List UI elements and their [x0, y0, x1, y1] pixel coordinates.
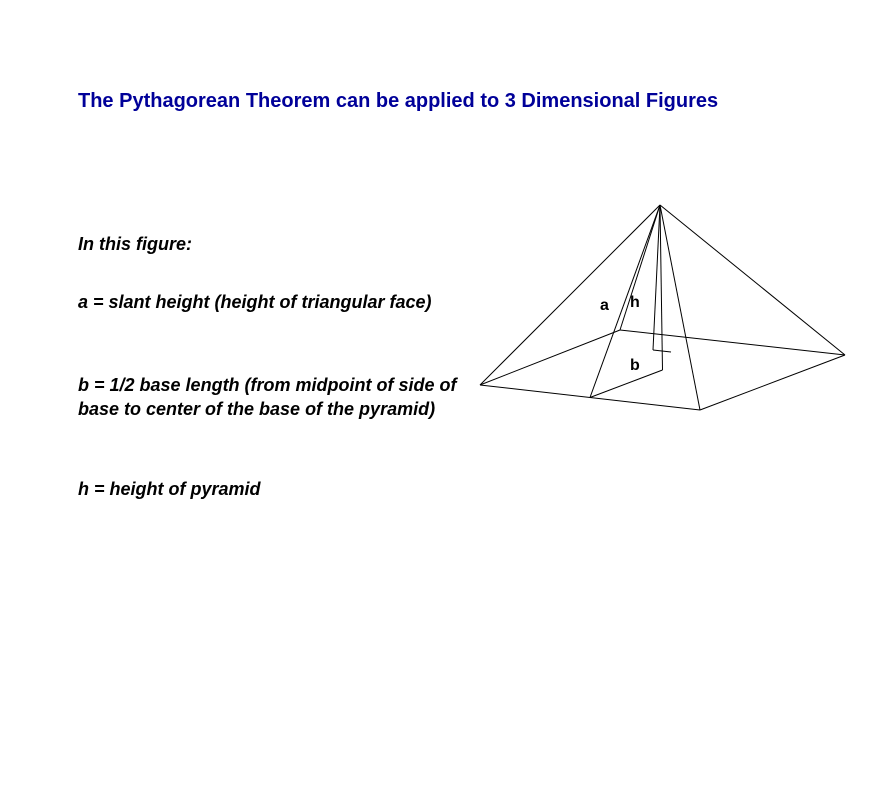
label-a: a — [600, 297, 609, 314]
label-h: h — [630, 294, 640, 311]
definition-a: a = slant height (height of triangular f… — [78, 290, 458, 314]
pyramid-diagram: a h b — [470, 195, 855, 425]
slide: The Pythagorean Theorem can be applied t… — [0, 0, 869, 800]
intro-text: In this figure: — [78, 232, 458, 256]
definition-b: b = 1/2 base length (from midpoint of si… — [78, 373, 458, 422]
label-b: b — [630, 357, 640, 374]
page-title: The Pythagorean Theorem can be applied t… — [78, 88, 778, 115]
definition-h: h = height of pyramid — [78, 477, 458, 501]
pyramid-svg: a h b — [470, 195, 855, 425]
